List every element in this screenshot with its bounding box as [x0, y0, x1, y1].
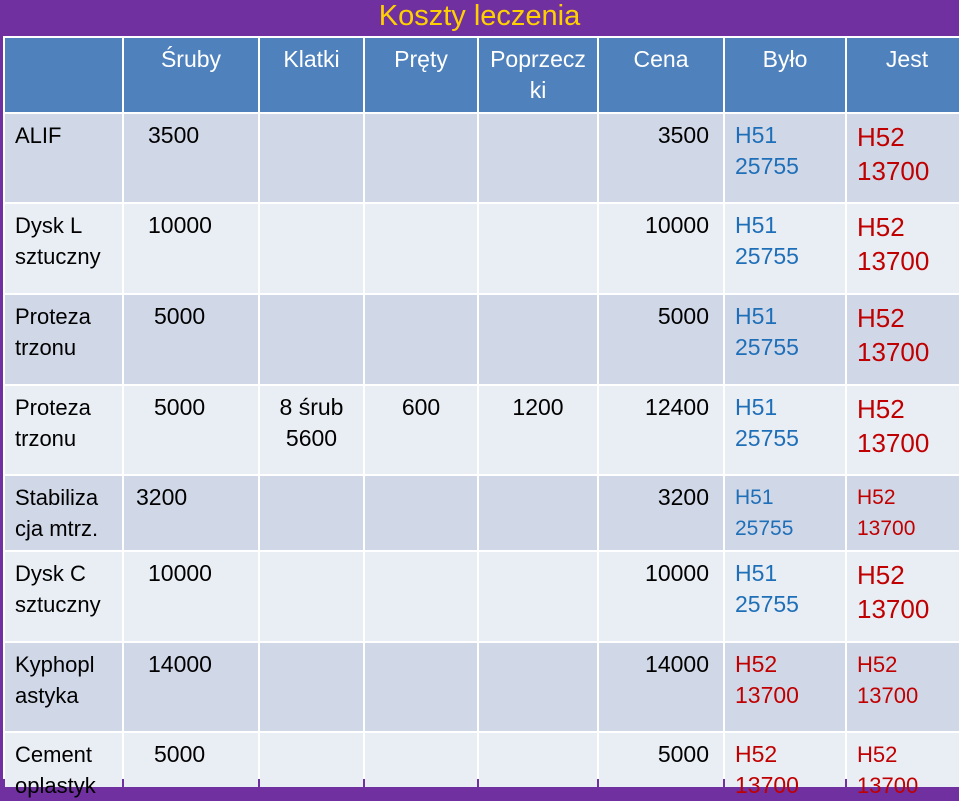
row-label: Kyphopl astyka: [5, 643, 122, 731]
row-label: Dysk L sztuczny: [5, 204, 122, 293]
cell-bylo: H52 13700: [725, 643, 845, 731]
cell-sruby: 3200: [124, 476, 258, 550]
cell-bylo: H51 25755: [725, 386, 845, 474]
cell-jest: H52 13700: [847, 552, 959, 641]
row-label: Dysk C sztuczny: [5, 552, 122, 641]
cell-empty: [260, 295, 363, 384]
cell-poprzeczki: 1200: [479, 386, 597, 474]
header-sruby: Śruby: [124, 38, 258, 112]
row-label: Stabiliza cja mtrz.: [5, 476, 122, 550]
cell-cena: 5000: [599, 733, 723, 787]
cell-jest: H52 13700: [847, 114, 959, 202]
cell-bylo: H51 25755: [725, 204, 845, 293]
cell-empty: [479, 114, 597, 202]
header-jest: Jest: [847, 38, 959, 112]
cell-cena: 14000: [599, 643, 723, 731]
cell-klatki: 8 śrub 5600: [260, 386, 363, 474]
cell-empty: [479, 643, 597, 731]
cell-empty: [260, 114, 363, 202]
row-label: ALIF: [5, 114, 122, 202]
cell-bylo: H51 25755: [725, 114, 845, 202]
cell-empty: [479, 204, 597, 293]
cell-cena: 10000: [599, 552, 723, 641]
cell-sruby: 5000: [124, 295, 258, 384]
cell-cena: 10000: [599, 204, 723, 293]
cell-jest: H52 13700: [847, 386, 959, 474]
row-label: Cement oplastyk: [5, 733, 122, 798]
cell-cena: 3200: [599, 476, 723, 550]
row-label: Proteza trzonu: [5, 386, 122, 474]
cell-bylo: H51 25755: [725, 552, 845, 641]
header-bylo: Było: [725, 38, 845, 112]
cell-empty: [365, 476, 477, 550]
cell-empty: [260, 643, 363, 731]
header-corner: [5, 38, 122, 112]
cost-table: Śruby Klatki Pręty Poprzecz ki Cena Było…: [3, 36, 959, 798]
cell-cena: 5000: [599, 295, 723, 384]
cell-empty: [479, 476, 597, 550]
header-poprzeczki: Poprzecz ki: [479, 38, 597, 112]
cell-empty: [260, 552, 363, 641]
cell-bylo: H51 25755: [725, 295, 845, 384]
cell-empty: [365, 295, 477, 384]
cell-jest: H52 13700: [847, 295, 959, 384]
cell-empty: [479, 295, 597, 384]
cell-sruby: 10000: [124, 204, 258, 293]
cell-sruby: 5000: [124, 733, 258, 787]
cell-sruby: 5000: [124, 386, 258, 474]
header-klatki: Klatki: [260, 38, 363, 112]
cell-empty: [479, 552, 597, 641]
cell-cena: 3500: [599, 114, 723, 202]
cell-empty: [365, 643, 477, 731]
cell-prety: 600: [365, 386, 477, 474]
cell-sruby: 14000: [124, 643, 258, 731]
cell-cena: 12400: [599, 386, 723, 474]
cell-sruby: 3500: [124, 114, 258, 202]
cell-bylo: H51 25755: [725, 476, 845, 550]
cell-empty: [365, 204, 477, 293]
cell-empty: [365, 114, 477, 202]
cell-empty: [260, 733, 363, 787]
cell-jest: H52 13700: [847, 204, 959, 293]
cell-empty: [260, 204, 363, 293]
header-cena: Cena: [599, 38, 723, 112]
header-prety: Pręty: [365, 38, 477, 112]
cell-empty: [479, 733, 597, 787]
cell-empty: [365, 733, 477, 787]
cell-sruby: 10000: [124, 552, 258, 641]
cell-empty: [365, 552, 477, 641]
row-label: Proteza trzonu: [5, 295, 122, 384]
page-title: Koszty leczenia: [378, 0, 581, 32]
cell-jest: H52 13700: [847, 643, 959, 731]
cell-empty: [260, 476, 363, 550]
cell-jest: H52 13700: [847, 476, 959, 550]
